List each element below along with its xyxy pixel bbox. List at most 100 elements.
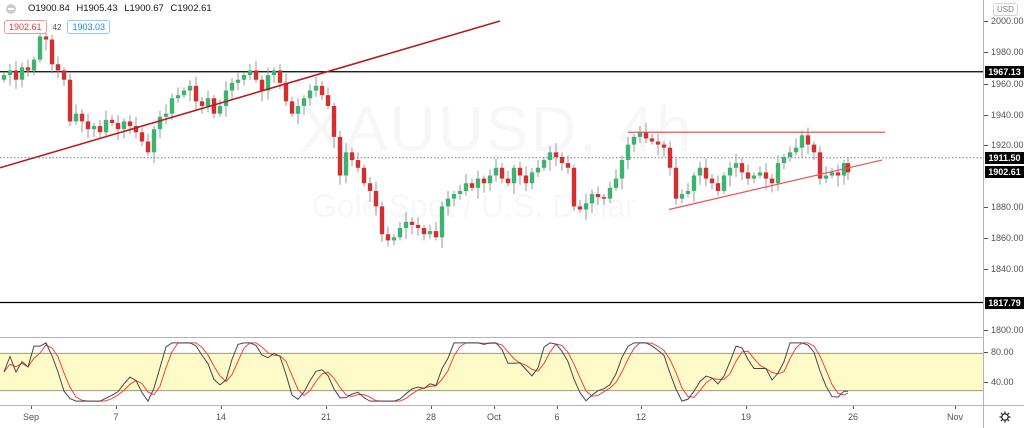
candle [523,166,529,191]
candle [25,59,31,77]
candle [577,200,583,213]
buy-sell-panel: 1902.61 42 1903.03 [4,20,110,34]
candle [253,61,259,83]
candle [799,130,805,159]
candle [49,34,55,74]
time-label: 6 [554,412,560,422]
price-tick [984,269,988,270]
time-tick [326,406,327,409]
candle [439,201,445,249]
candle [199,96,205,114]
candle [265,67,271,100]
candle [787,146,793,162]
candle [709,173,715,190]
price-label: 1960.00 [991,79,1024,89]
candle [487,169,493,191]
candle [151,126,157,164]
buy-button[interactable]: 1903.03 [67,20,110,34]
candle [583,194,589,221]
candle [367,177,373,202]
candle [427,224,433,239]
candle [589,189,595,213]
stochastic-band [0,353,983,391]
candle [181,87,187,99]
time-tick [221,406,222,409]
candle [325,87,331,110]
candle [529,167,535,190]
candle [73,104,79,125]
collapse-legend-icon[interactable] [6,3,16,14]
candle [667,141,673,176]
time-tick [31,406,32,409]
candle [757,166,763,179]
stochastic-tick [984,352,988,353]
candle [607,181,613,204]
candle [169,93,175,120]
time-label: Oct [486,412,502,422]
candle [565,155,571,174]
candle [13,61,19,89]
time-label: 12 [635,412,647,422]
candle [673,158,679,205]
candle [511,164,517,195]
candle [373,181,379,216]
candle [829,167,835,179]
candle [271,67,277,83]
time-tick [431,406,432,409]
time-axis[interactable]: Sep 7 14 21 28 Oct 6 12 19 26 Nov [0,405,983,428]
price-tick [984,115,988,116]
candle [295,98,301,125]
candle [547,146,553,171]
candle [601,194,607,205]
stochastic-pane[interactable] [0,337,983,406]
price-level-tag: 1817.79 [985,297,1024,309]
price-label: 1880.00 [991,202,1024,212]
candle [463,173,469,196]
candle [61,67,67,86]
candle [703,158,709,187]
high-value: H1905.43 [76,3,118,14]
ohlc-values: O1900.84 H1905.43 L1900.67 C1902.61 [28,3,216,14]
price-level-tag: 1911.50 [985,152,1024,164]
stochastic-k-line [3,342,848,403]
candle [313,76,319,97]
stochastic-chart[interactable] [0,338,983,406]
candle [379,201,385,242]
candle [697,161,703,185]
time-label: 7 [113,412,119,422]
chart-settings-button[interactable] [983,405,1024,428]
price-level-tag: 1902.61 [985,166,1024,178]
candle [97,119,103,139]
rising-trendline [0,20,501,169]
price-pane[interactable]: XAUUSD, 4h Gold Spot / U.S. Dollar O1900… [0,0,983,337]
time-label: 19 [740,412,752,422]
time-tick [557,406,558,409]
candle [661,141,667,157]
time-tick [746,406,747,409]
candle [775,155,781,191]
sell-button[interactable]: 1902.61 [4,20,47,34]
gear-icon [999,411,1010,423]
candle [319,81,325,100]
candle [499,163,505,184]
candle [103,110,109,137]
candle [229,78,235,100]
candle [469,178,475,191]
candle [211,95,217,119]
candle [739,158,745,181]
time-tick [116,406,117,409]
candle [157,110,163,139]
candle [205,90,211,113]
candle [841,160,847,185]
stochastic-label: 80.00 [991,347,1014,357]
price-axis[interactable]: USD 2000.00 1980.00 1960.00 1940.00 1920.00 1… [983,0,1024,405]
candle [145,133,151,156]
candle [415,217,421,236]
currency-badge[interactable]: USD [993,3,1018,16]
candle [505,170,511,187]
candle [763,163,769,190]
candlestick-chart[interactable] [0,0,983,337]
candle [343,143,349,184]
candle [721,172,727,195]
candle [289,96,295,117]
